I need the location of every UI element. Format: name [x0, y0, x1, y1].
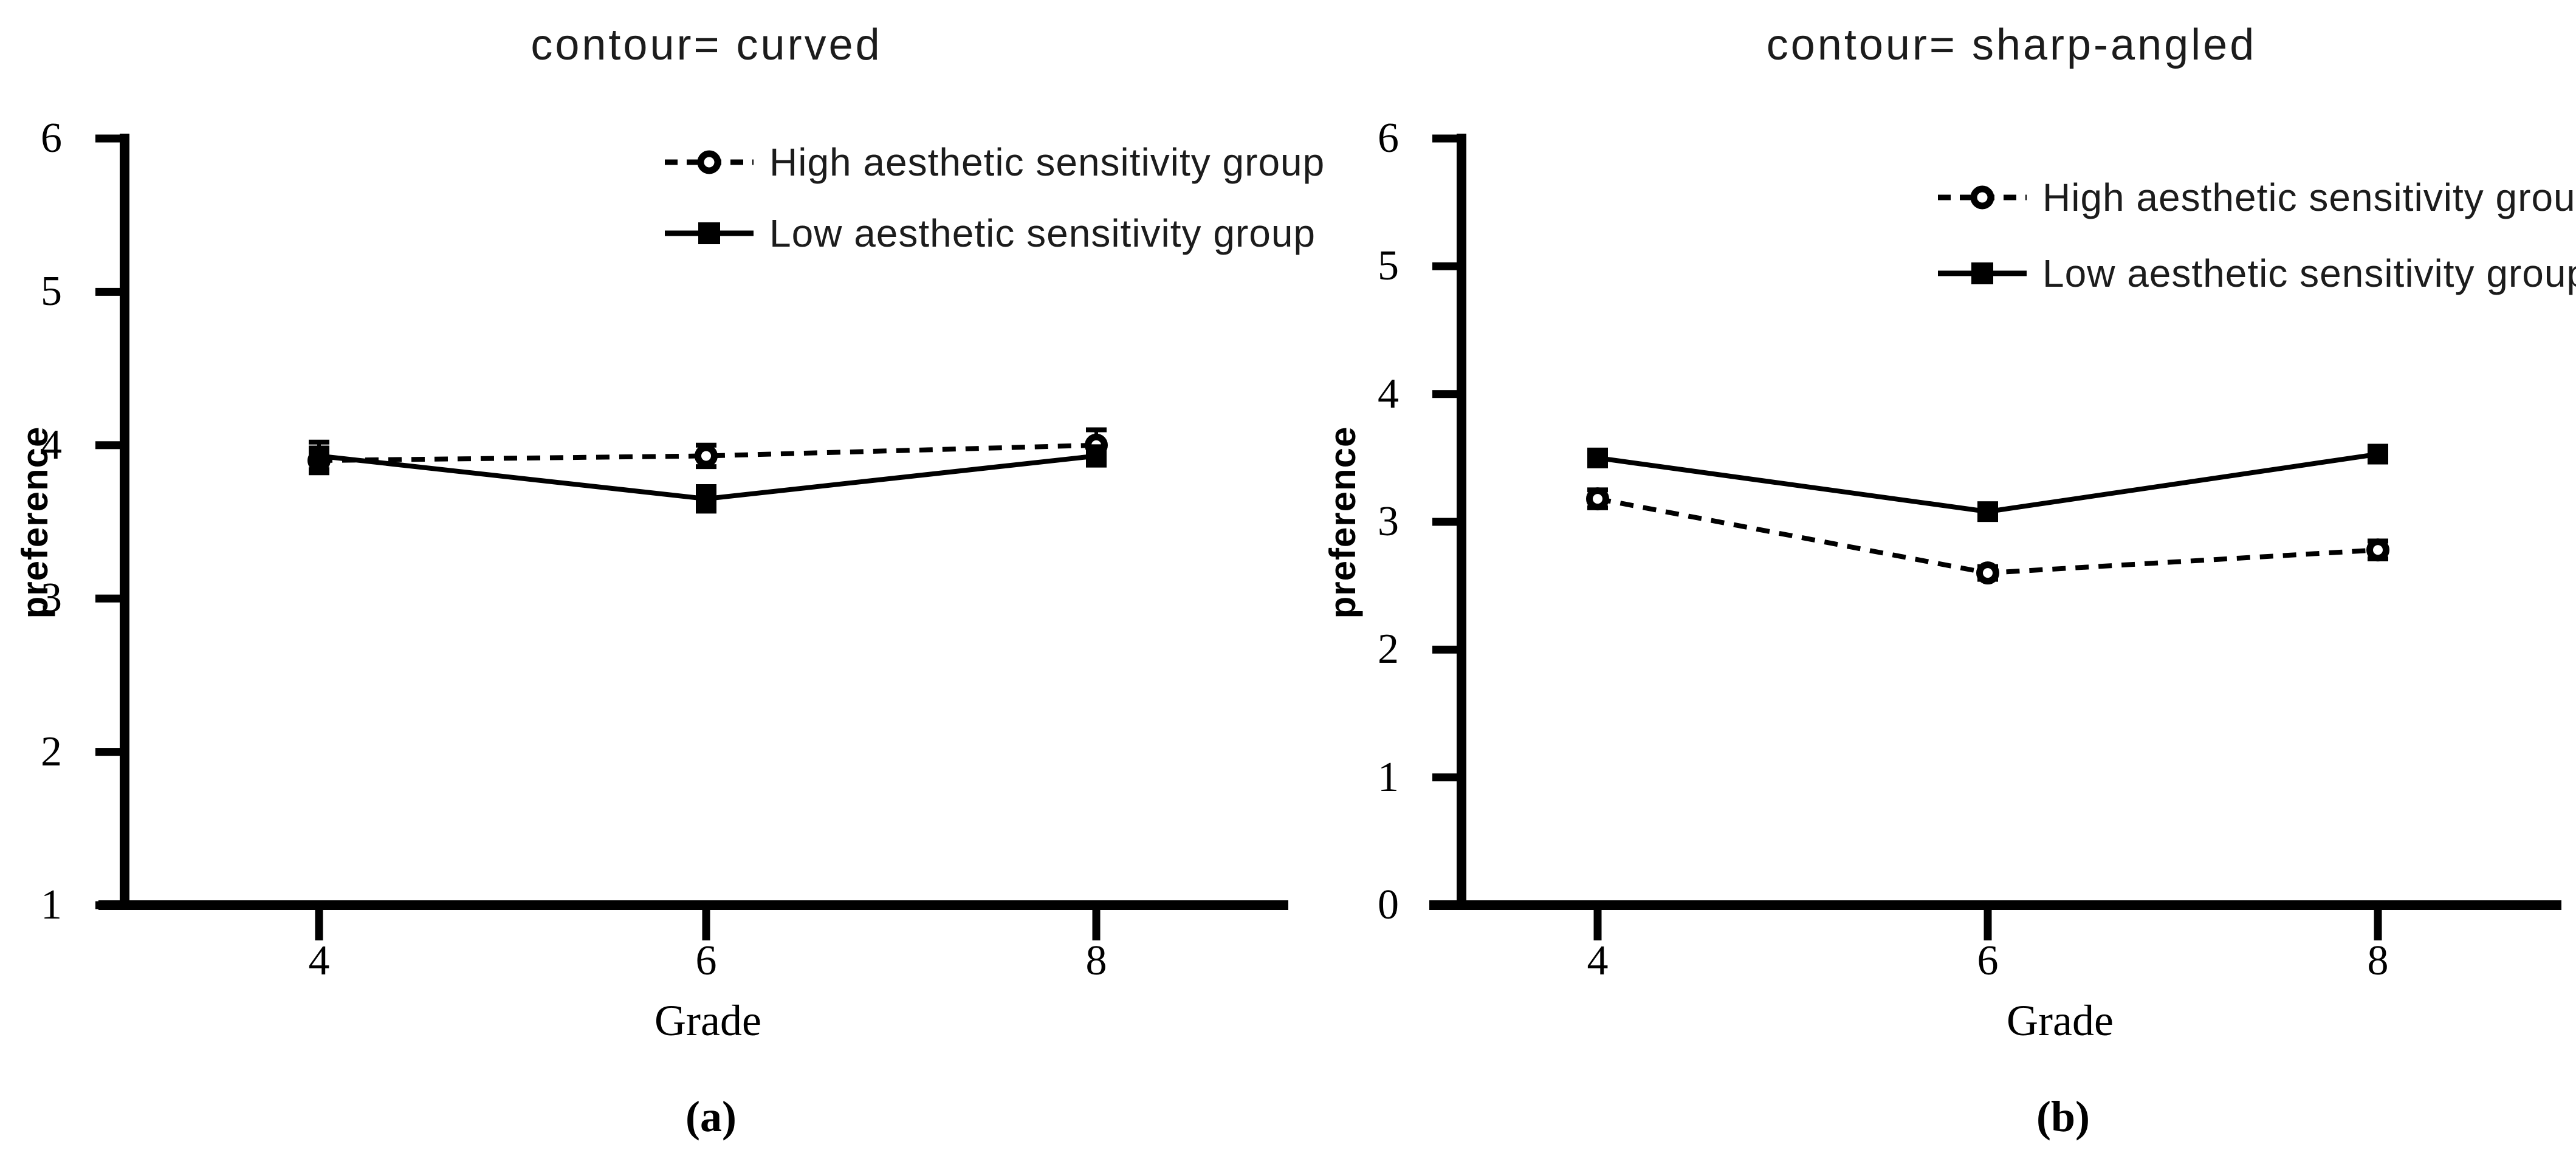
x-tick-label: 6 — [1977, 937, 1999, 984]
y-tick-label: 5 — [41, 268, 62, 315]
marker-open-circle — [1586, 487, 1609, 511]
y-tick — [95, 441, 120, 450]
y-tick-label: 5 — [1378, 242, 1399, 290]
y-tick-label: 1 — [1378, 753, 1399, 801]
y-tick — [1432, 390, 1457, 399]
x-tick — [315, 910, 323, 940]
panel-b-legend-row-high: High aesthetic sensitivity group — [1937, 169, 2576, 225]
x-tick — [702, 910, 710, 940]
panel-a-caption: (a) — [685, 1092, 737, 1141]
y-tick — [1432, 645, 1457, 654]
x-tick-label: 6 — [695, 937, 717, 984]
y-tick — [95, 287, 120, 296]
panel-b-y-axis-title: preference — [1322, 426, 1363, 619]
y-tick-label: 6 — [41, 115, 62, 162]
panel-b-x-axis-title: Grade — [2007, 996, 2114, 1045]
y-tick — [1432, 901, 1457, 909]
y-tick — [95, 748, 120, 756]
y-tick — [1432, 262, 1457, 270]
marker-filled-square — [696, 488, 716, 510]
y-tick — [1432, 518, 1457, 526]
y-tick — [95, 901, 120, 909]
series-line-dashed — [318, 442, 1097, 464]
x-tick-label: 4 — [308, 937, 330, 984]
x-tick — [1984, 910, 1992, 940]
legend-high-label: High aesthetic sensitivity group — [2042, 176, 2576, 219]
y-tick-label: 4 — [1378, 370, 1399, 417]
legend-low-marker-icon — [1938, 262, 2027, 284]
x-tick-label: 8 — [2367, 937, 2389, 984]
panel-b-legend-row-low: Low aesthetic sensitivity group — [1937, 245, 2576, 301]
panel-a-legend-row-low: Low aesthetic sensitivity group — [664, 205, 1316, 261]
y-tick-label: 3 — [41, 575, 62, 622]
legend-high-marker-icon — [665, 150, 754, 174]
legend-high-marker-icon — [1938, 185, 2027, 210]
x-tick — [1593, 910, 1602, 940]
marker-filled-square — [1977, 501, 1998, 522]
y-tick — [95, 594, 120, 603]
y-axis — [120, 134, 129, 910]
y-tick-label: 1 — [41, 881, 62, 928]
panel-a-legend-row-high: High aesthetic sensitivity group — [664, 134, 1325, 190]
marker-filled-square — [1086, 445, 1107, 467]
y-tick-label: 6 — [1378, 115, 1399, 162]
panel-a-title: contour= curved — [531, 21, 882, 69]
y-axis — [1457, 134, 1466, 910]
marker-filled-square — [309, 445, 329, 467]
panel-b-caption: (b) — [2036, 1092, 2090, 1141]
marker-open-circle — [1976, 561, 1999, 585]
y-tick-label: 2 — [41, 728, 62, 775]
x-tick — [1092, 910, 1101, 940]
x-tick-label: 8 — [1085, 937, 1107, 984]
legend-low-label: Low aesthetic sensitivity group — [2042, 252, 2576, 295]
marker-open-circle — [2366, 538, 2389, 562]
marker-filled-square — [1587, 447, 1608, 468]
y-tick-label: 2 — [1378, 626, 1399, 673]
marker-filled-square — [2368, 443, 2388, 465]
y-tick-label: 0 — [1378, 881, 1399, 928]
legend-low-marker-icon — [665, 222, 754, 244]
x-axis — [1429, 900, 2561, 910]
panel-a: contour= curved preference High aestheti… — [15, 21, 1324, 1141]
panel-a-x-axis-title: Grade — [654, 996, 761, 1045]
x-tick-label: 4 — [1587, 937, 1609, 984]
y-tick — [95, 134, 120, 143]
legend-low-label: Low aesthetic sensitivity group — [769, 211, 1316, 255]
y-tick — [1432, 773, 1457, 782]
x-axis — [98, 900, 1288, 910]
legend-high-label: High aesthetic sensitivity group — [769, 140, 1325, 184]
marker-open-circle — [695, 444, 718, 468]
panel-b-title: contour= sharp-angled — [1766, 21, 2257, 69]
y-tick-label: 3 — [1378, 498, 1399, 545]
panel-a-y-axis-title: preference — [15, 426, 55, 619]
x-tick — [2374, 910, 2382, 940]
panel-b: contour= sharp-angled preference High ae… — [1288, 0, 2576, 1167]
y-tick — [1432, 134, 1457, 143]
y-tick-label: 4 — [41, 421, 62, 468]
